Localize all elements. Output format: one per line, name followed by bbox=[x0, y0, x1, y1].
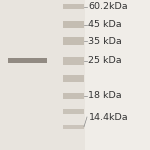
Bar bbox=[63, 38, 84, 45]
Text: 35 kDa: 35 kDa bbox=[88, 37, 122, 46]
Bar bbox=[63, 4, 84, 9]
Text: 25 kDa: 25 kDa bbox=[88, 56, 122, 65]
Bar bbox=[85, 0, 150, 150]
Bar bbox=[8, 58, 46, 63]
Text: 14.4kDa: 14.4kDa bbox=[88, 112, 128, 122]
Bar bbox=[63, 21, 84, 28]
Bar bbox=[63, 57, 84, 64]
Bar bbox=[63, 75, 84, 82]
Bar bbox=[0, 0, 85, 150]
Bar bbox=[63, 109, 84, 114]
Text: 45 kDa: 45 kDa bbox=[88, 20, 122, 29]
Bar bbox=[63, 93, 84, 99]
Bar bbox=[63, 124, 84, 129]
Text: 18 kDa: 18 kDa bbox=[88, 92, 122, 100]
Text: 60.2kDa: 60.2kDa bbox=[88, 2, 128, 11]
